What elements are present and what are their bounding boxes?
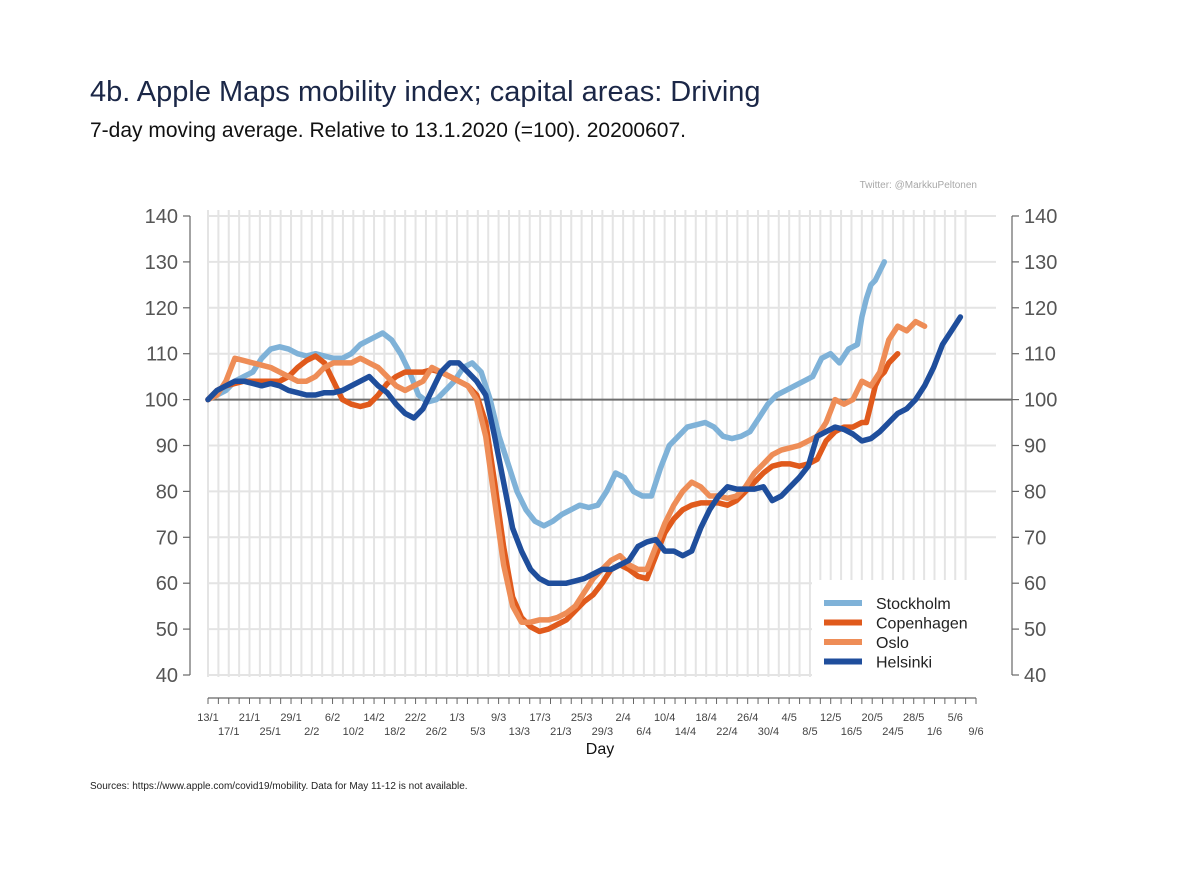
y-tick-label-left: 110 — [146, 344, 178, 366]
x-tick-label: 26/4 — [737, 712, 758, 724]
y-tick-label-left: 70 — [156, 527, 178, 549]
x-tick-label: 25/1 — [260, 726, 281, 738]
y-tick-label-left: 130 — [145, 252, 178, 274]
x-tick-label: 22/2 — [405, 712, 426, 724]
x-axis-label: Day — [586, 741, 614, 758]
y-tick-label-right: 140 — [1024, 206, 1057, 228]
x-tick-label: 13/3 — [509, 726, 530, 738]
y-tick-label-left: 80 — [156, 481, 178, 503]
legend-label: Copenhagen — [876, 616, 968, 633]
x-tick-label: 9/3 — [491, 712, 506, 724]
series-line-copenhagen — [205, 350, 901, 635]
x-tick-label: 12/5 — [820, 712, 841, 724]
x-tick-label: 6/4 — [636, 726, 651, 738]
series-line-helsinki — [205, 314, 964, 586]
x-tick-label: 1/3 — [449, 712, 464, 724]
x-tick-label: 5/6 — [948, 712, 963, 724]
x-tick-label: 16/5 — [841, 726, 862, 738]
x-tick-label: 4/5 — [782, 712, 797, 724]
y-tick-label-right: 70 — [1024, 527, 1046, 549]
y-tick-label-right: 120 — [1024, 298, 1057, 320]
y-tick-label-right: 90 — [1024, 436, 1046, 458]
legend-box — [812, 580, 998, 682]
source-note: Sources: https://www.apple.com/covid19/m… — [90, 781, 468, 792]
x-tick-label: 18/4 — [695, 712, 716, 724]
x-tick-label: 30/4 — [758, 726, 779, 738]
x-tick-label: 1/6 — [927, 726, 942, 738]
x-tick-label: 28/5 — [903, 712, 924, 724]
legend-label: Stockholm — [876, 596, 951, 613]
x-tick-label: 18/2 — [384, 726, 405, 738]
x-tick-label: 2/4 — [615, 712, 630, 724]
series-line-oslo — [205, 318, 928, 625]
x-tick-label: 25/3 — [571, 712, 592, 724]
x-tick-label: 10/4 — [654, 712, 675, 724]
x-tick-label: 14/2 — [363, 712, 384, 724]
x-tick-label: 10/2 — [343, 726, 364, 738]
x-tick-label: 24/5 — [882, 726, 903, 738]
y-tick-label-right: 110 — [1024, 344, 1056, 366]
y-tick-label-left: 100 — [145, 390, 178, 412]
y-tick-label-right: 60 — [1024, 573, 1046, 595]
x-tick-label: 14/4 — [675, 726, 696, 738]
credit-text: Twitter: @MarkkuPeltonen — [860, 180, 977, 191]
y-tick-label-right: 40 — [1024, 665, 1046, 687]
y-tick-label-right: 130 — [1024, 252, 1057, 274]
x-tick-label: 29/1 — [280, 712, 301, 724]
x-tick-label: 22/4 — [716, 726, 737, 738]
legend: Stockholm Copenhagen Oslo Helsinki — [812, 580, 998, 682]
x-tick-label: 21/3 — [550, 726, 571, 738]
y-tick-label-right: 100 — [1024, 390, 1057, 412]
y-tick-label-left: 120 — [145, 298, 178, 320]
x-tick-label: 26/2 — [426, 726, 447, 738]
y-tick-label-right: 50 — [1024, 619, 1046, 641]
chart-subtitle: 7-day moving average. Relative to 13.1.2… — [90, 119, 686, 142]
x-tick-label: 21/1 — [239, 712, 260, 724]
x-tick-label: 29/3 — [592, 726, 613, 738]
series-lines — [205, 259, 964, 635]
x-tick-label: 5/3 — [470, 726, 485, 738]
x-tick-label: 6/2 — [325, 712, 340, 724]
series-line-stockholm — [205, 259, 888, 529]
x-tick-label: 8/5 — [802, 726, 817, 738]
x-tick-label: 17/3 — [529, 712, 550, 724]
x-tick-label: 20/5 — [862, 712, 883, 724]
x-tick-label: 13/1 — [197, 712, 218, 724]
x-tick-label: 17/1 — [218, 726, 239, 738]
legend-label: Oslo — [876, 635, 909, 652]
x-tick-label: 9/6 — [968, 726, 983, 738]
x-tick-label: 2/2 — [304, 726, 319, 738]
y-tick-label-right: 80 — [1024, 481, 1046, 503]
y-tick-label-left: 50 — [156, 619, 178, 641]
legend-label: Helsinki — [876, 655, 932, 672]
chart-title: 4b. Apple Maps mobility index; capital a… — [90, 76, 761, 108]
y-tick-label-left: 140 — [145, 206, 178, 228]
y-tick-label-left: 40 — [156, 665, 178, 687]
y-tick-label-left: 60 — [156, 573, 178, 595]
y-tick-label-left: 90 — [156, 436, 178, 458]
